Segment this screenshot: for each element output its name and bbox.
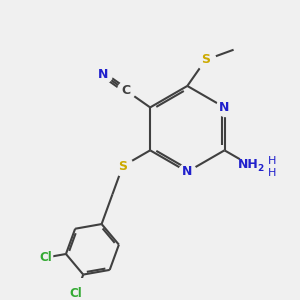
Text: S: S <box>201 53 210 67</box>
Text: C: C <box>121 84 130 97</box>
Text: H: H <box>268 168 277 178</box>
Text: N: N <box>182 165 193 178</box>
Text: H: H <box>268 156 277 166</box>
Text: Cl: Cl <box>70 287 83 300</box>
Text: 2: 2 <box>257 164 263 173</box>
Text: N: N <box>98 68 108 81</box>
Text: NH: NH <box>238 158 259 171</box>
Text: S: S <box>118 160 127 173</box>
Text: Cl: Cl <box>39 251 52 264</box>
Text: N: N <box>219 101 230 114</box>
